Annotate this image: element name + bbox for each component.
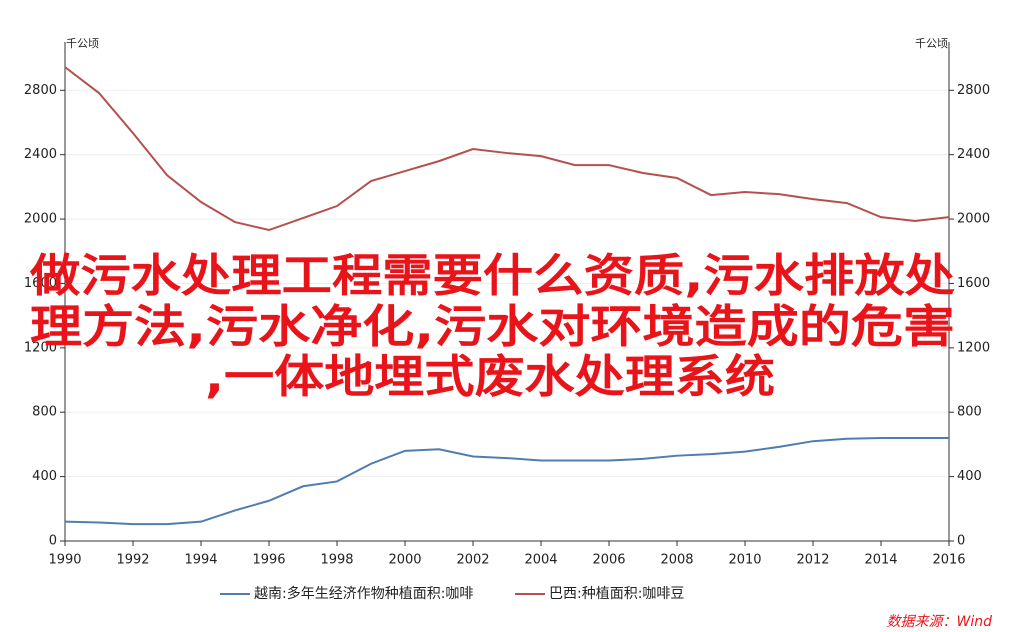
y-tick-label: 2400: [24, 147, 57, 162]
x-tick-label: 2004: [524, 553, 557, 568]
y-tick-label: 2800: [24, 83, 57, 98]
y-tick-label: 2000: [24, 212, 57, 227]
x-tick-label: 2016: [932, 553, 965, 568]
y-tick-label: 1600: [24, 276, 57, 291]
x-tick-label: 2008: [660, 553, 693, 568]
y-tick-label: 0: [49, 534, 57, 549]
overlay-text: ,一体地埋式废水处理系统: [205, 350, 775, 403]
legend-label: 巴西:种植面积:咖啡豆: [549, 586, 684, 602]
x-tick-label: 1998: [320, 553, 353, 568]
x-tick-label: 1990: [48, 553, 81, 568]
y-tick-label: 1200: [24, 340, 57, 355]
y2-tick-label: 400: [957, 469, 982, 484]
legend-label: 越南:多年生经济作物种植面积:咖啡: [254, 585, 473, 602]
x-tick-label: 2002: [456, 553, 489, 568]
x-tick-label: 2012: [796, 553, 829, 568]
y2-axis-unit: 千公顷: [915, 37, 948, 50]
x-tick-label: 1994: [184, 553, 217, 568]
x-tick-label: 2006: [592, 553, 625, 568]
overlay-text: 理方法,污水净化,污水对环境造成的危害: [30, 300, 955, 353]
series-line: [64, 436, 949, 526]
y2-tick-label: 1200: [957, 340, 990, 355]
y2-tick-label: 800: [957, 405, 982, 420]
x-tick-label: 1996: [252, 553, 285, 568]
x-tick-label: 2014: [864, 553, 897, 568]
y-tick-label: 800: [32, 405, 57, 420]
y2-tick-label: 1600: [957, 276, 990, 291]
y2-tick-label: 2800: [957, 83, 990, 98]
y2-tick-label: 2400: [957, 147, 990, 162]
source: 数据来源：Wind: [887, 614, 993, 630]
y-tick-label: 400: [32, 469, 57, 484]
x-tick-label: 2010: [728, 553, 761, 568]
overlay-text: 做污水处理工程需要什么资质,污水排放处: [29, 249, 955, 302]
series-line: [64, 66, 950, 232]
y-axis-unit: 千公顷: [66, 37, 99, 50]
x-tick-label: 2000: [388, 553, 421, 568]
y2-tick-label: 2000: [957, 212, 990, 227]
y2-tick-label: 0: [957, 534, 965, 549]
x-tick-label: 1992: [116, 553, 149, 568]
